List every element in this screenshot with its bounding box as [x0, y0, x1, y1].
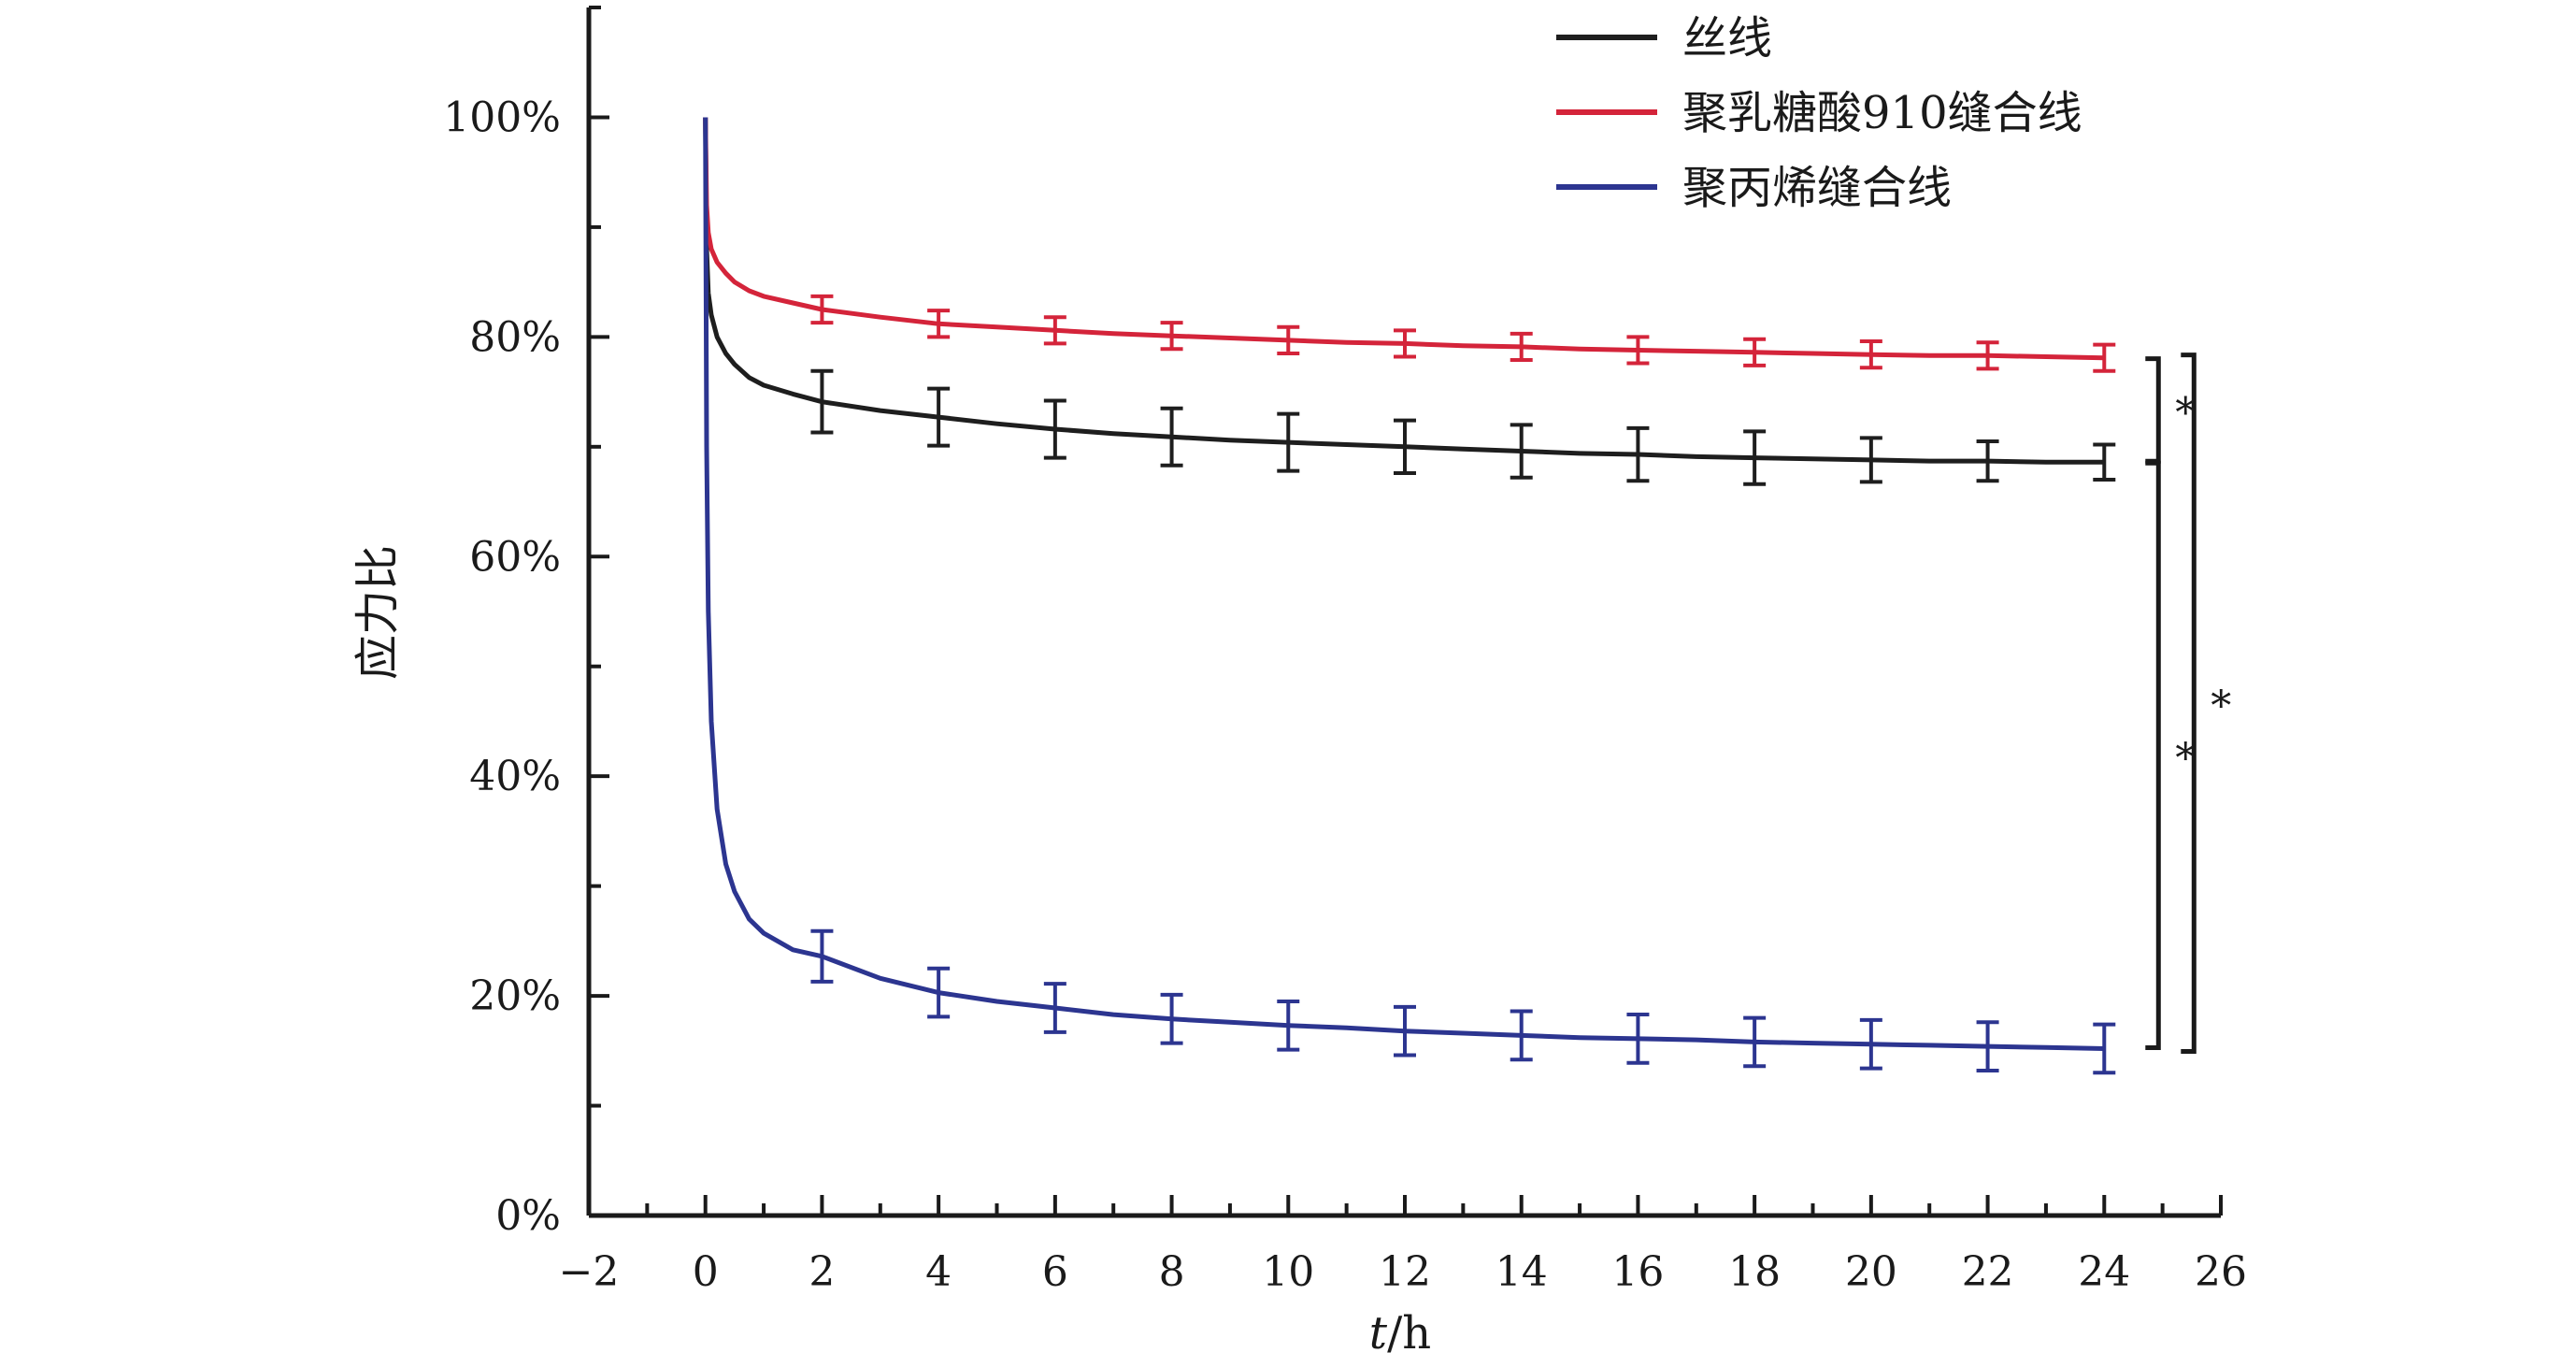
x-tick-label: 0 [693, 1248, 719, 1296]
y-tick-label: 60% [469, 533, 561, 581]
significance-star: * [2211, 683, 2231, 730]
y-tick-label: 20% [469, 972, 561, 1020]
legend-label: 聚丙烯缝合线 [1682, 162, 1952, 214]
x-axis-title: t/h [1369, 1307, 1431, 1360]
axes: 0%20%40%60%80%100%−2 0 2 4 6 8 10 12 14 16 18 20 22 2… [443, 6, 2247, 1296]
x-tick-label: 18 [1728, 1248, 1781, 1296]
significance-bracket [2181, 353, 2197, 1054]
legend-label: 丝线 [1682, 12, 1772, 65]
x-tick-label: 20 [1845, 1248, 1897, 1296]
x-tick-label: 10 [1262, 1248, 1314, 1296]
x-axis-title-var: t [1369, 1307, 1388, 1360]
x-tick-label: 12 [1379, 1248, 1431, 1296]
x-tick-label: 8 [1159, 1248, 1185, 1296]
x-tick-label: 2 [809, 1248, 835, 1296]
x-tick-label: 24 [2078, 1248, 2130, 1296]
y-tick-label: 80% [469, 313, 561, 361]
series-line [703, 117, 2105, 361]
x-tick-label: 16 [1611, 1248, 1664, 1296]
series-layer [703, 117, 2116, 1075]
y-tick-label: 100% [443, 94, 561, 141]
significance-layer: * * * [2145, 353, 2231, 1054]
significance-star: * [2175, 389, 2196, 437]
legend-label: 聚乳糖酸910缝合线 [1682, 87, 2082, 139]
x-tick-label: 4 [925, 1248, 952, 1296]
significance-bracket [2145, 460, 2161, 1050]
x-tick-label: 6 [1042, 1248, 1068, 1296]
x-tick-label: 14 [1496, 1248, 1548, 1296]
x-tick-label: 26 [2195, 1248, 2247, 1296]
x-tick-label: 22 [1962, 1248, 2014, 1296]
y-axis-title: 应力比 [351, 545, 404, 680]
x-axis-title-unit: /h [1387, 1307, 1431, 1360]
y-tick-label: 0% [495, 1192, 561, 1240]
significance-bracket [2145, 356, 2161, 464]
y-tick-label: 40% [469, 753, 561, 800]
series-line [703, 117, 2105, 1051]
x-tick-label: −2 [559, 1248, 620, 1296]
significance-star: * [2175, 735, 2196, 783]
